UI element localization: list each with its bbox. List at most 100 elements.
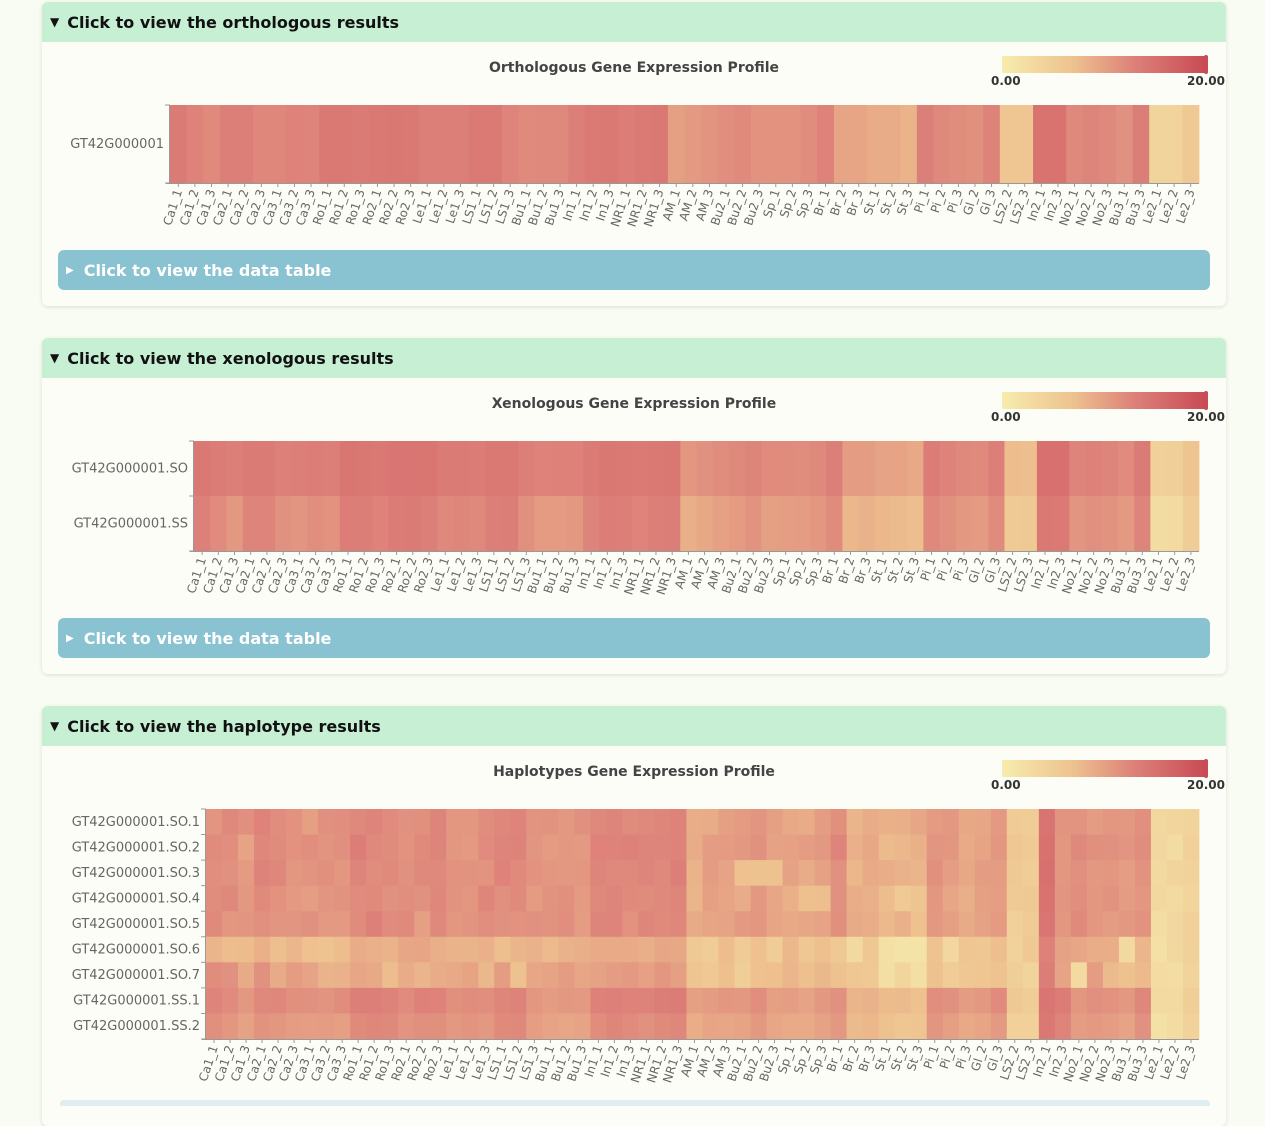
heatmap-cell[interactable] — [907, 441, 924, 497]
heatmap-cell[interactable] — [382, 987, 399, 1014]
heatmap-cell[interactable] — [186, 105, 204, 184]
heatmap-cell[interactable] — [574, 962, 591, 989]
heatmap-cell[interactable] — [830, 962, 848, 989]
heatmap-cell[interactable] — [420, 441, 438, 497]
heatmap-cell[interactable] — [874, 496, 892, 552]
heatmap-cell[interactable] — [270, 962, 287, 989]
heatmap-cell[interactable] — [462, 936, 479, 963]
heatmap-cell[interactable] — [1182, 834, 1200, 861]
heatmap-cell[interactable] — [622, 987, 639, 1014]
heatmap-cell[interactable] — [654, 1013, 671, 1040]
heatmap-cell[interactable] — [350, 911, 367, 938]
heatmap-cell[interactable] — [534, 441, 552, 497]
heatmap-cell[interactable] — [510, 936, 527, 963]
heatmap-cell[interactable] — [542, 987, 559, 1014]
heatmap-cell[interactable] — [590, 911, 607, 938]
heatmap-cell[interactable] — [878, 834, 896, 861]
heatmap-cell[interactable] — [1150, 911, 1168, 938]
heatmap-cell[interactable] — [254, 860, 271, 887]
heatmap-cell[interactable] — [270, 911, 287, 938]
heatmap-cell[interactable] — [414, 809, 431, 835]
heatmap-cell[interactable] — [846, 911, 864, 938]
heatmap-cell[interactable] — [485, 496, 503, 552]
heatmap-cell[interactable] — [846, 834, 864, 861]
heatmap-cell[interactable] — [1038, 809, 1056, 835]
heatmap-cell[interactable] — [542, 1013, 559, 1040]
heatmap-cell[interactable] — [270, 860, 287, 887]
heatmap-cell[interactable] — [826, 496, 843, 552]
heatmap-cell[interactable] — [814, 1013, 832, 1040]
heatmap-cell[interactable] — [222, 987, 239, 1014]
heatmap-cell[interactable] — [1054, 987, 1072, 1014]
heatmap-cell[interactable] — [622, 936, 639, 963]
heatmap-cell[interactable] — [518, 105, 536, 184]
heatmap-cell[interactable] — [1150, 1013, 1168, 1040]
heatmap-cell[interactable] — [974, 987, 992, 1014]
heatmap-cell[interactable] — [862, 936, 880, 963]
heatmap-cell[interactable] — [684, 105, 702, 184]
heatmap-cell[interactable] — [894, 962, 912, 989]
heatmap-cell[interactable] — [916, 105, 934, 184]
heatmap-cell[interactable] — [510, 911, 527, 938]
heatmap-cell[interactable] — [622, 885, 639, 912]
heatmap-cell[interactable] — [398, 885, 415, 912]
heatmap-cell[interactable] — [430, 1013, 447, 1040]
heatmap-cell[interactable] — [238, 936, 255, 963]
heatmap-cell[interactable] — [558, 911, 575, 938]
heatmap-cell[interactable] — [210, 441, 227, 497]
heatmap-cell[interactable] — [972, 441, 989, 497]
heatmap-cell[interactable] — [1101, 441, 1119, 497]
heatmap-cell[interactable] — [388, 496, 406, 552]
heatmap-cell[interactable] — [809, 441, 827, 497]
heatmap-cell[interactable] — [238, 962, 255, 989]
heatmap-cell[interactable] — [1070, 834, 1088, 861]
heatmap-cell[interactable] — [974, 911, 992, 938]
heatmap-cell[interactable] — [469, 496, 487, 552]
heatmap-cell[interactable] — [1132, 105, 1150, 184]
heatmap-cell[interactable] — [222, 885, 239, 912]
heatmap-cell[interactable] — [356, 441, 373, 497]
visual-map-bar[interactable] — [1002, 391, 1208, 410]
heatmap-cell[interactable] — [1150, 496, 1167, 552]
heatmap-cell[interactable] — [542, 962, 559, 989]
heatmap-cell[interactable] — [302, 834, 319, 861]
heatmap-cell[interactable] — [318, 911, 335, 938]
heatmap-cell[interactable] — [1022, 834, 1040, 861]
heatmap-cell[interactable] — [478, 834, 495, 861]
heatmap-cell[interactable] — [501, 496, 519, 552]
heatmap-cell[interactable] — [302, 860, 319, 887]
heatmap-cell[interactable] — [766, 860, 783, 887]
heatmap-cell[interactable] — [702, 936, 719, 963]
heatmap-cell[interactable] — [446, 962, 463, 989]
xenologous-data-table-toggle[interactable]: ▶ Click to view the data table — [58, 618, 1210, 658]
heatmap-cell[interactable] — [453, 441, 470, 497]
heatmap-cell[interactable] — [382, 1013, 399, 1040]
heatmap-cell[interactable] — [647, 496, 665, 552]
heatmap-cell[interactable] — [958, 834, 976, 861]
heatmap-cell[interactable] — [542, 809, 559, 835]
heatmap-cell[interactable] — [462, 860, 479, 887]
heatmap-cell[interactable] — [1166, 1013, 1184, 1040]
heatmap-cell[interactable] — [510, 1013, 527, 1040]
heatmap-cell[interactable] — [1118, 911, 1136, 938]
heatmap-cell[interactable] — [718, 911, 735, 938]
visual-map-bar[interactable] — [1002, 759, 1208, 778]
heatmap-cell[interactable] — [1006, 987, 1024, 1014]
heatmap-cell[interactable] — [718, 860, 735, 887]
heatmap-cell[interactable] — [1182, 496, 1200, 552]
heatmap-cell[interactable] — [618, 105, 636, 184]
heatmap-cell[interactable] — [494, 809, 511, 835]
visual-map-handle[interactable] — [1204, 759, 1208, 778]
heatmap-cell[interactable] — [510, 809, 527, 835]
heatmap-cell[interactable] — [950, 105, 968, 184]
heatmap-cell[interactable] — [350, 987, 367, 1014]
heatmap-cell[interactable] — [558, 1013, 575, 1040]
heatmap-cell[interactable] — [542, 860, 559, 887]
heatmap-cell[interactable] — [718, 834, 735, 861]
heatmap-cell[interactable] — [734, 860, 751, 887]
heatmap-cell[interactable] — [1166, 962, 1184, 989]
heatmap-cell[interactable] — [452, 105, 470, 184]
heatmap-cell[interactable] — [453, 496, 470, 552]
heatmap-cell[interactable] — [1149, 105, 1167, 184]
heatmap-cell[interactable] — [1182, 809, 1200, 835]
